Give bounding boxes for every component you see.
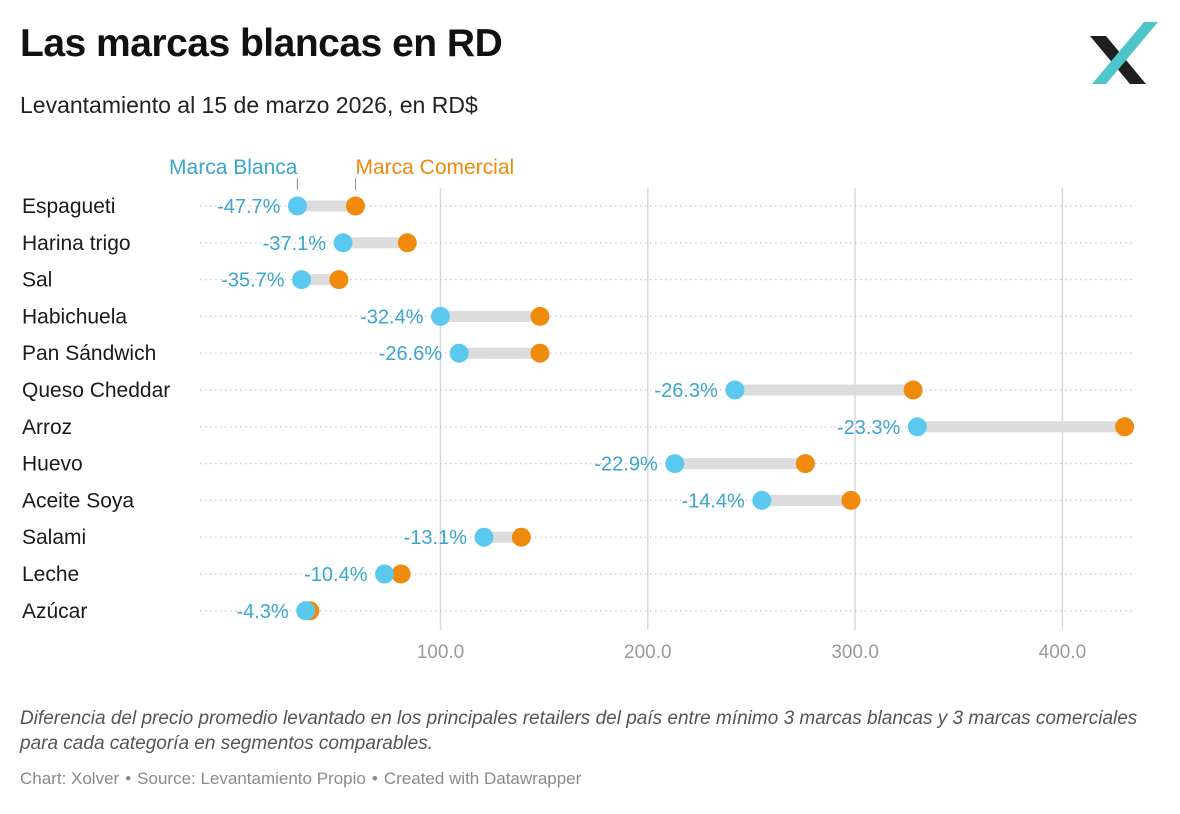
dot-marca-comercial: [903, 380, 923, 400]
difference-label: -10.4%: [304, 564, 368, 586]
difference-label: -13.1%: [404, 527, 468, 549]
dot-marca-blanca: [665, 454, 685, 474]
category-label: Pan Sándwich: [22, 342, 156, 365]
xolver-x-logo-icon: [1090, 22, 1158, 84]
dot-marca-comercial: [1115, 417, 1135, 437]
category-label: Espagueti: [22, 195, 115, 218]
category-label: Habichuela: [22, 305, 127, 328]
difference-label: -47.7%: [217, 196, 281, 218]
source-credit: Source: Levantamiento Propio: [137, 769, 366, 788]
dot-marca-blanca: [375, 564, 395, 584]
category-label: Salami: [22, 526, 86, 549]
difference-label: -22.9%: [594, 454, 658, 476]
dot-marca-blanca: [287, 196, 307, 216]
x-tick-label: 200.0: [624, 642, 672, 663]
separator: •: [125, 769, 132, 788]
dot-marca-blanca: [907, 417, 927, 437]
dot-marca-blanca: [292, 270, 312, 290]
legend: Marca Blanca Marca Comercial: [169, 156, 514, 190]
dot-marca-blanca: [752, 490, 772, 510]
category-label: Sal: [22, 269, 52, 292]
dot-marca-comercial: [329, 270, 349, 290]
dot-marca-comercial: [841, 490, 861, 510]
x-tick-label: 300.0: [831, 642, 879, 663]
created-with-credit: Created with Datawrapper: [383, 769, 582, 788]
dot-marca-comercial: [345, 196, 365, 216]
difference-label: -32.4%: [360, 306, 424, 328]
dot-marca-blanca: [474, 527, 494, 547]
dot-marca-blanca: [449, 343, 469, 363]
dot-marca-comercial: [795, 454, 815, 474]
difference-label: -4.3%: [236, 601, 288, 623]
difference-label: -23.3%: [837, 417, 901, 439]
credits-line: Chart: Xolver • Source: Levantamiento Prop…: [20, 769, 581, 789]
dot-marca-comercial: [530, 306, 550, 326]
chart-title: Las marcas blancas en RD: [20, 22, 503, 65]
difference-label: -26.3%: [655, 380, 719, 402]
dot-marca-comercial: [511, 527, 531, 547]
x-tick-label: 100.0: [417, 642, 465, 663]
chart-subtitle: Levantamiento al 15 de marzo 2026, en RD…: [20, 92, 478, 118]
legend-marca-comercial: Marca Comercial: [355, 156, 514, 179]
dot-marca-blanca: [296, 601, 316, 621]
footnote: Diferencia del precio promedio levantado…: [20, 708, 1138, 754]
separator: •: [371, 769, 378, 788]
category-label: Huevo: [22, 453, 83, 476]
difference-label: -35.7%: [221, 270, 285, 292]
logo-teal-stroke: [1092, 22, 1158, 84]
category-label: Leche: [22, 563, 79, 586]
marks-layer: Espagueti -47.7% Harina trigo -37.1% Sal -35.…: [22, 195, 1135, 623]
category-label: Harina trigo: [22, 232, 131, 255]
dot-marca-comercial: [530, 343, 550, 363]
difference-label: -37.1%: [263, 233, 327, 255]
category-label: Azúcar: [22, 600, 87, 623]
difference-label: -26.6%: [379, 343, 443, 365]
x-tick-label: 400.0: [1039, 642, 1087, 663]
category-label: Aceite Soya: [22, 489, 134, 512]
difference-label: -14.4%: [681, 490, 745, 512]
category-label: Queso Cheddar: [22, 379, 170, 402]
dot-marca-comercial: [397, 233, 417, 253]
dot-marca-blanca: [333, 233, 353, 253]
legend-marca-blanca: Marca Blanca: [169, 156, 298, 179]
dot-range-chart: 100.0 200.0 300.0 400.0 Espagueti -47.7% Hari…: [22, 156, 1135, 663]
category-label: Arroz: [22, 416, 72, 439]
chart-credit: Chart: Xolver: [20, 769, 120, 788]
dot-marca-blanca: [725, 380, 745, 400]
dot-marca-blanca: [430, 306, 450, 326]
dot-marca-comercial: [391, 564, 411, 584]
